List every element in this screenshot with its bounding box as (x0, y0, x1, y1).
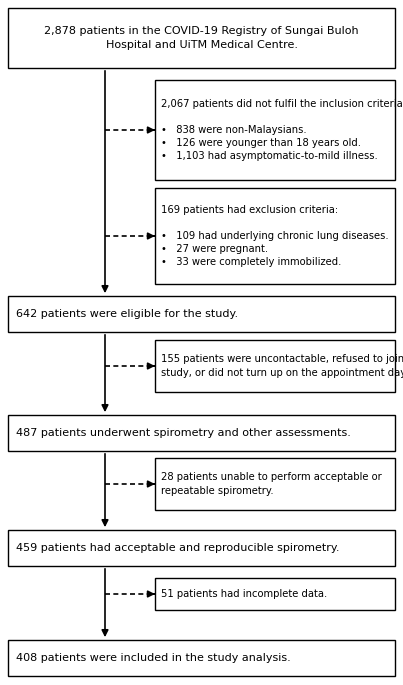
Bar (8, 415, 395, 451)
Bar (155, 188, 395, 284)
Text: 459 patients had acceptable and reproducible spirometry.: 459 patients had acceptable and reproduc… (16, 543, 339, 553)
Text: 2,878 patients in the COVID-19 Registry of Sungai Buloh
Hospital and UiTM Medica: 2,878 patients in the COVID-19 Registry … (44, 26, 359, 50)
Text: 487 patients underwent spirometry and other assessments.: 487 patients underwent spirometry and ot… (16, 428, 351, 438)
Text: 169 patients had exclusion criteria:

•   109 had underlying chronic lung diseas: 169 patients had exclusion criteria: • 1… (161, 205, 388, 267)
Text: 51 patients had incomplete data.: 51 patients had incomplete data. (161, 589, 327, 599)
Text: 408 patients were included in the study analysis.: 408 patients were included in the study … (16, 653, 291, 663)
Text: 2,067 patients did not fulfil the inclusion criteria:

•   838 were non-Malaysia: 2,067 patients did not fulfil the inclus… (161, 99, 403, 162)
Bar (8, 296, 395, 332)
Bar (8, 530, 395, 566)
Text: 28 patients unable to perform acceptable or
repeatable spirometry.: 28 patients unable to perform acceptable… (161, 473, 382, 496)
Bar (155, 80, 395, 180)
Bar (155, 458, 395, 510)
Bar (8, 8, 395, 68)
Bar (155, 340, 395, 392)
Text: 155 patients were uncontactable, refused to join the
study, or did not turn up o: 155 patients were uncontactable, refused… (161, 354, 403, 377)
Bar (155, 578, 395, 610)
Text: 642 patients were eligible for the study.: 642 patients were eligible for the study… (16, 309, 238, 319)
Bar (8, 640, 395, 676)
